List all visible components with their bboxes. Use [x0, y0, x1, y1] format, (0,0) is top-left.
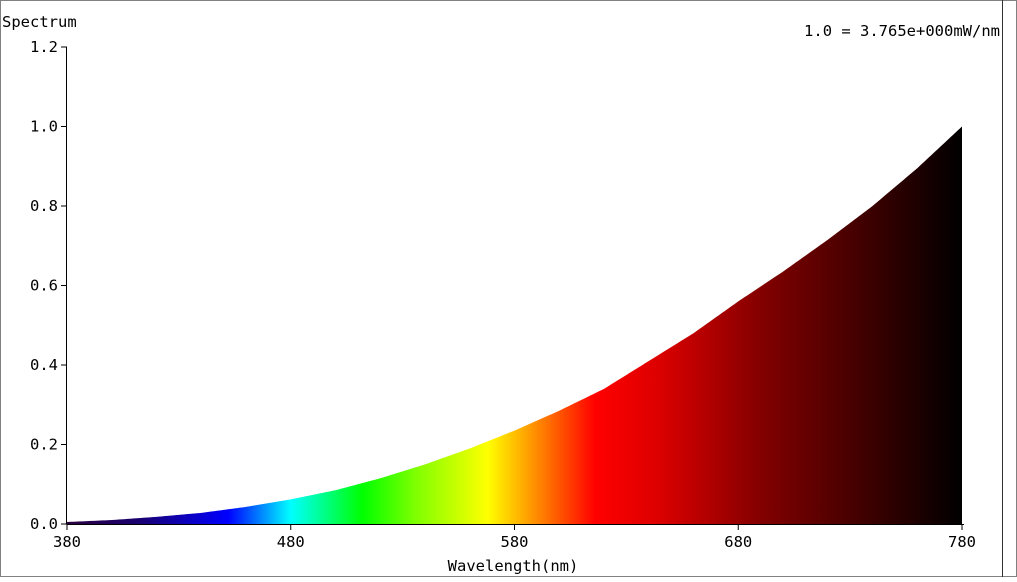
x-tick-label: 580: [501, 533, 529, 551]
y-tick-label: 0.6: [30, 277, 58, 295]
y-tick-label: 0.0: [30, 515, 58, 533]
y-tick-label: 0.2: [30, 436, 58, 454]
y-tick-label: 0.8: [30, 197, 58, 215]
x-tick-label: 380: [53, 533, 81, 551]
spectrum-area: [67, 126, 962, 524]
x-tick-label: 780: [948, 533, 976, 551]
x-tick-label: 480: [277, 533, 305, 551]
y-tick-label: 1.2: [30, 38, 58, 56]
x-tick-label: 680: [724, 533, 752, 551]
y-tick-label: 0.4: [30, 356, 58, 374]
x-axis-label: Wavelength(nm): [448, 557, 579, 575]
y-tick-label: 1.0: [30, 118, 58, 136]
chart-title: Spectrum: [2, 13, 77, 31]
scale-note: 1.0 = 3.765e+000mW/nm: [804, 22, 1000, 40]
axes: 0.0 0.2 0.4 0.6 0.8 1.0 1.2 380 480 580 680 780: [30, 38, 976, 551]
